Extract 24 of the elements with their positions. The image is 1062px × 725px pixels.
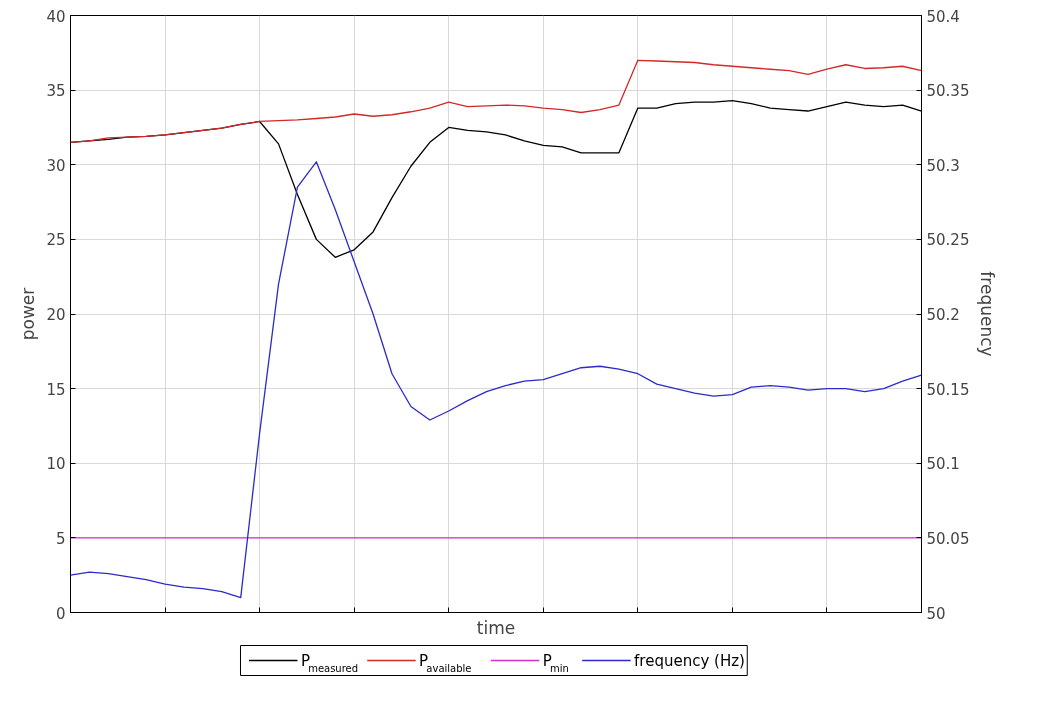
legend-label: frequency (Hz): [634, 651, 745, 670]
y-tick-label: 35: [46, 82, 66, 101]
y-tick-label: 20: [46, 306, 66, 324]
y-tick-label: 30: [46, 156, 66, 175]
y2-tick-label: 50.35: [926, 82, 970, 101]
y2-tick-label: 50.3: [926, 156, 960, 175]
y-tick-label: 40: [46, 7, 66, 26]
y2-tick-label: 50.15: [926, 380, 970, 399]
y-tick-label: 5: [55, 529, 66, 548]
y-tick-label: 10: [46, 455, 66, 474]
y2-tick-label: 50.4: [926, 7, 960, 26]
y-axis-title: power: [18, 287, 39, 341]
y-tick-label: 15: [46, 380, 66, 399]
line-series: [70, 59, 922, 144]
y2-tick-label: 50.05: [926, 529, 970, 548]
y-tick-label: 0: [55, 604, 66, 623]
y2-tick-label: 50: [926, 604, 946, 623]
y2-axis-title: frequency: [977, 271, 998, 357]
y-tick-label: 25: [46, 231, 66, 250]
y2-tick-label: 50.1: [926, 455, 960, 474]
y2-tick-label: 50.2: [926, 306, 960, 324]
x-axis-title: time: [476, 617, 516, 638]
y2-tick-label: 50.25: [926, 231, 970, 250]
line-series: [70, 161, 922, 599]
